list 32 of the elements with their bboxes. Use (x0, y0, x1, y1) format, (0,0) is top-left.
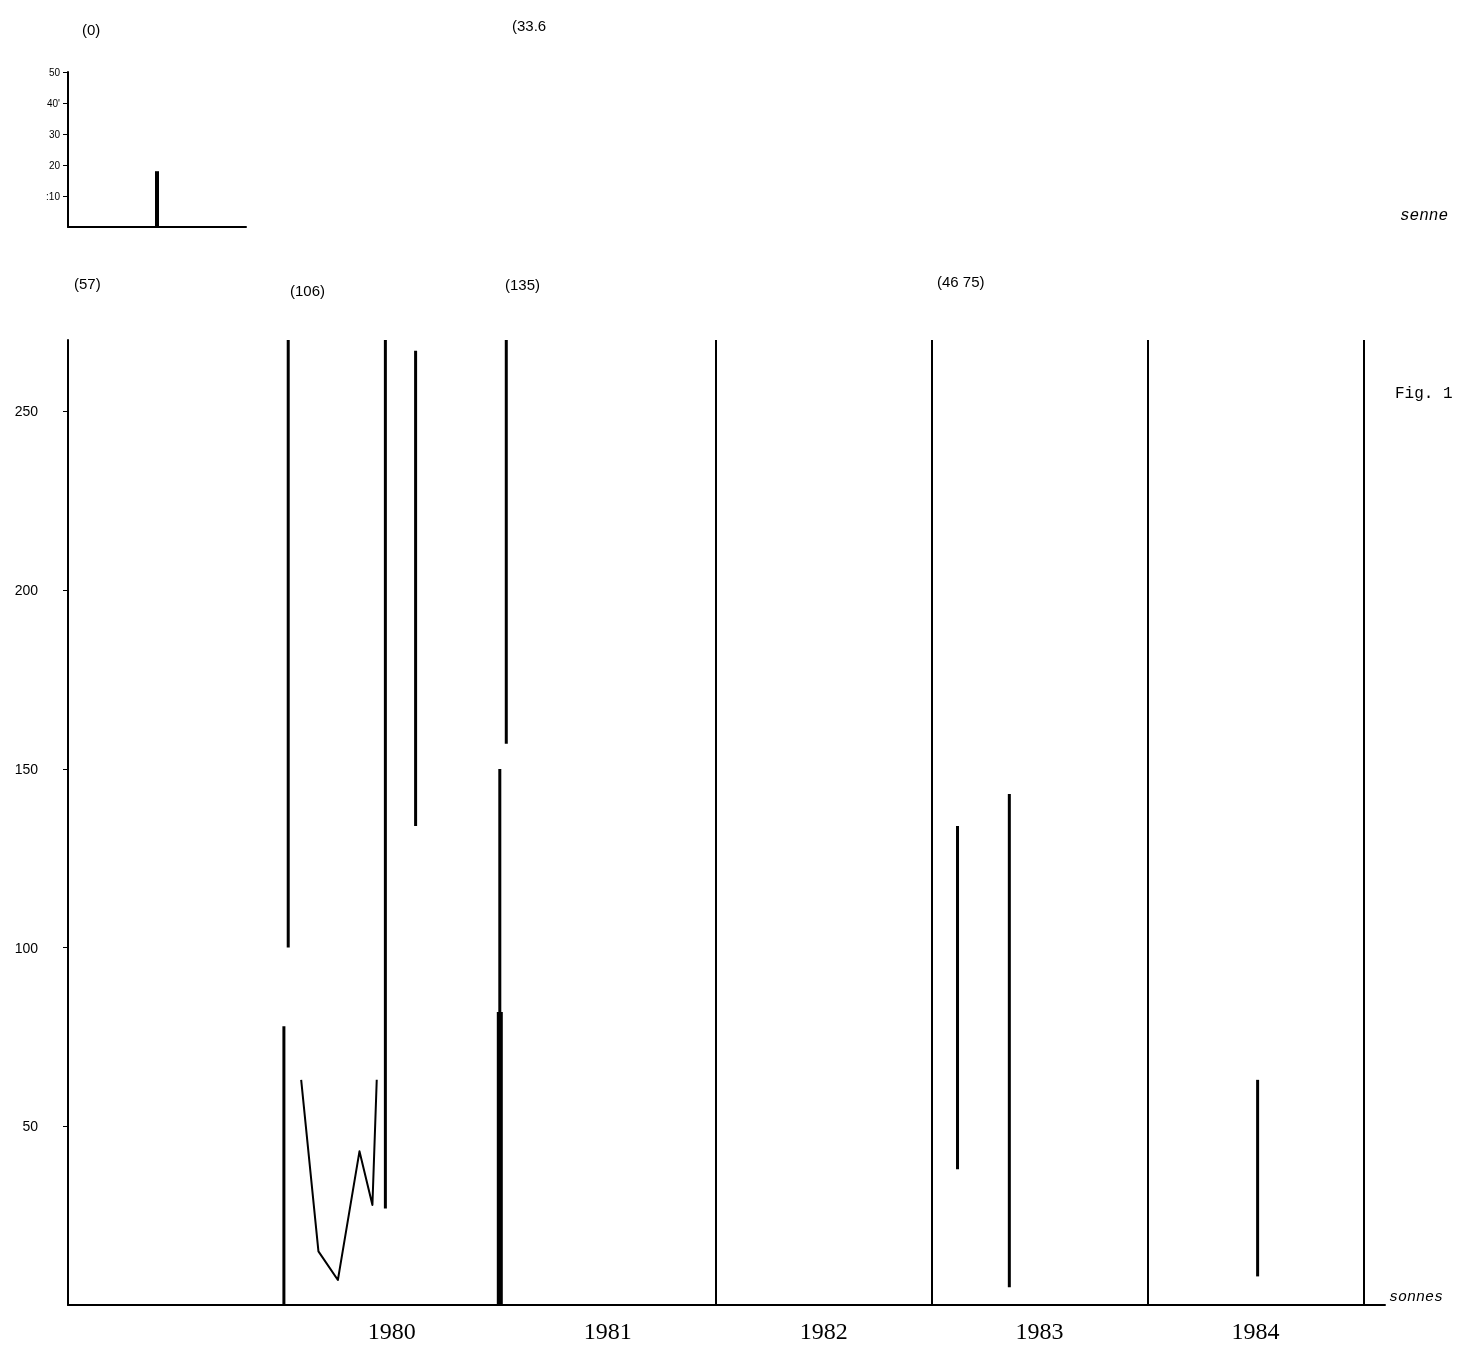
line-series (300, 1078, 378, 1281)
x-tick-label: 1982 (799, 1318, 848, 1344)
text: senne (1400, 207, 1449, 225)
y-tick-label: 150 (14, 760, 39, 777)
y-tick-label: 200 (14, 582, 39, 599)
bar (1256, 1079, 1260, 1277)
y-tick-label: 100 (14, 939, 39, 956)
x-axis-title: sonnes (1389, 1289, 1444, 1306)
y-tick-label: 40' (46, 97, 61, 109)
x-tick-label: 1980 (367, 1318, 416, 1344)
text: (46 75) (937, 273, 985, 290)
bar (1007, 793, 1011, 1288)
y-tick-label: 50 (48, 66, 61, 78)
bar (956, 826, 960, 1170)
bar (504, 340, 508, 744)
caption: Fig. 1 (1395, 385, 1453, 403)
bar (286, 340, 290, 948)
x-tick-label: 1984 (1231, 1318, 1280, 1344)
text: (106) (290, 282, 326, 299)
y-tick-label: :10 (46, 190, 61, 202)
x-tick-label: 1981 (583, 1318, 632, 1344)
bar (414, 350, 418, 827)
text: (135) (505, 276, 541, 293)
y-tick-label: 30 (48, 128, 61, 140)
y-tick-label: 20 (48, 159, 61, 171)
text: (33.6 (512, 17, 547, 34)
text: (0) (82, 21, 101, 38)
bar (383, 340, 387, 1209)
y-tick-label: 250 (14, 403, 39, 420)
y-tick-label: 50 (22, 1118, 39, 1135)
text: (57) (74, 275, 101, 292)
x-tick-label: 1983 (1015, 1318, 1064, 1344)
